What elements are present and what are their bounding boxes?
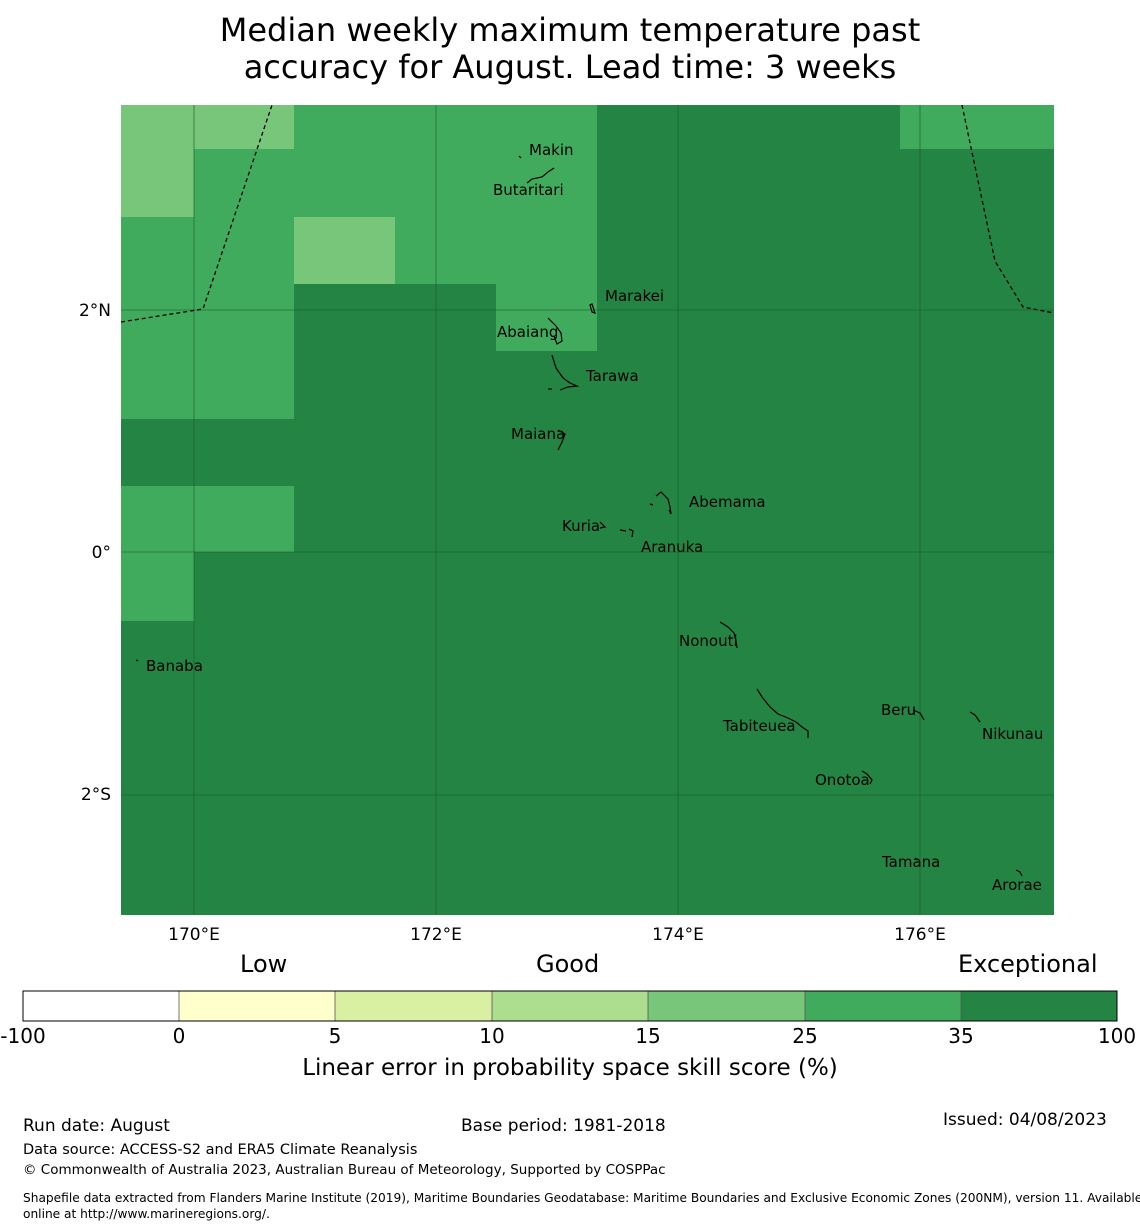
island-label-nonouti: Nonouti <box>679 632 738 650</box>
island-shape-maiana <box>557 429 566 451</box>
colorbar-category-good: Good <box>536 950 600 978</box>
island-label-tarawa: Tarawa <box>585 367 639 385</box>
lon-label: 170°E <box>168 925 220 945</box>
island-label-kuria: Kuria <box>562 517 600 535</box>
island-shape-butaritari <box>526 167 555 184</box>
island-shape-beru <box>912 709 925 721</box>
title-line-2: accuracy for August. Lead time: 3 weeks <box>243 48 897 86</box>
grid-cell <box>121 105 194 217</box>
grid-cell <box>395 217 597 284</box>
base-period: Base period: 1981-2018 <box>461 1116 666 1136</box>
island-shape-aranuka <box>619 528 634 538</box>
lat-label: 2°N <box>79 301 111 321</box>
colorbar-tick: 10 <box>479 1024 505 1048</box>
colorbar-tick: -100 <box>0 1024 46 1048</box>
colorbar-tick: 35 <box>948 1024 974 1048</box>
colorbar-axis-label: Linear error in probability space skill … <box>302 1055 838 1081</box>
colorbar-tick: 15 <box>635 1024 661 1048</box>
lon-label: 174°E <box>652 925 704 945</box>
island-shape-abaiang <box>547 317 563 345</box>
island-label-nikunau: Nikunau <box>982 725 1043 743</box>
island-label-maiana: Maiana <box>511 425 565 443</box>
shapefile-credit-line-2: online at http://www.marineregions.org/. <box>23 1207 270 1221</box>
grid-cell <box>121 486 294 552</box>
lat-label: 0° <box>92 543 111 563</box>
grid-cell <box>294 105 597 217</box>
island-label-makin: Makin <box>529 141 574 159</box>
island-shape-onotoa <box>861 770 873 785</box>
island-label-arorae: Arorae <box>992 876 1042 894</box>
lon-label: 172°E <box>410 925 462 945</box>
island-shape-marakei <box>589 303 596 314</box>
island-label-banaba: Banaba <box>146 657 203 675</box>
island-shape-makin <box>518 155 522 159</box>
colorbar <box>22 990 1118 1022</box>
island-label-tabiteuea: Tabiteuea <box>722 717 796 735</box>
colorbar-segment <box>492 991 648 1021</box>
colorbar-frame <box>22 990 1118 1022</box>
issued-date: Issued: 04/08/2023 <box>943 1110 1107 1130</box>
lon-label: 176°E <box>894 925 946 945</box>
grid-cell <box>194 105 294 149</box>
colorbar-tick: 25 <box>792 1024 818 1048</box>
eez-boundaries <box>120 104 1055 323</box>
colorbar-tick: 5 <box>328 1024 342 1048</box>
island-label-butaritari: Butaritari <box>493 181 564 199</box>
island-shape-tarawa <box>551 354 580 391</box>
grid-cell <box>900 105 1054 149</box>
colorbar-segment <box>961 991 1117 1021</box>
island-shape-nikunau <box>969 711 981 723</box>
colorbar-tick: 100 <box>1097 1024 1137 1048</box>
copyright: © Commonwealth of Australia 2023, Austra… <box>23 1162 666 1178</box>
colorbar-segment <box>335 991 492 1021</box>
colorbar-segment <box>23 991 179 1021</box>
map-title: Median weekly maximum temperature past a… <box>0 12 1140 86</box>
island-label-onotoa: Onotoa <box>815 771 870 789</box>
grid-cell <box>121 552 194 621</box>
colorbar-category-exceptional: Exceptional <box>958 950 1098 978</box>
data-source: Data source: ACCESS-S2 and ERA5 Climate … <box>23 1142 418 1158</box>
colorbar-segment <box>648 991 805 1021</box>
island-label-tamana: Tamana <box>881 853 940 871</box>
colorbar-segment <box>805 991 961 1021</box>
grid-cell <box>121 217 294 419</box>
lat-label: 2°S <box>81 785 111 805</box>
grid-cell <box>194 149 294 217</box>
grid-cell <box>496 284 597 351</box>
title-line-1: Median weekly maximum temperature past <box>219 11 921 49</box>
island-shape-nonouti <box>719 621 738 649</box>
island-label-abemama: Abemama <box>689 493 766 511</box>
island-label-marakei: Marakei <box>605 287 664 305</box>
island-shape-arorae <box>1015 869 1023 877</box>
run-date: Run date: August <box>23 1116 170 1136</box>
island-shape-banaba <box>135 659 139 662</box>
island-label-beru: Beru <box>881 701 916 719</box>
island-shape-tabiteuea <box>756 688 809 738</box>
island-label-aranuka: Aranuka <box>641 538 703 556</box>
colorbar-tick: 0 <box>172 1024 186 1048</box>
shapefile-credit-line-1: Shapefile data extracted from Flanders M… <box>23 1191 1140 1205</box>
island-shape-abemama <box>655 491 672 515</box>
colorbar-segment <box>179 991 335 1021</box>
island-label-abaiang: Abaiang <box>497 323 558 341</box>
gridlines <box>121 105 1054 915</box>
colorbar-category-low: Low <box>240 950 288 978</box>
skill-grid <box>121 105 1054 915</box>
island-outlines <box>135 155 1023 877</box>
grid-cell <box>294 217 395 284</box>
island-shape-kuria <box>599 521 607 529</box>
island-shape-abemama-islet <box>649 503 654 506</box>
island-shape-tamana <box>914 857 919 861</box>
